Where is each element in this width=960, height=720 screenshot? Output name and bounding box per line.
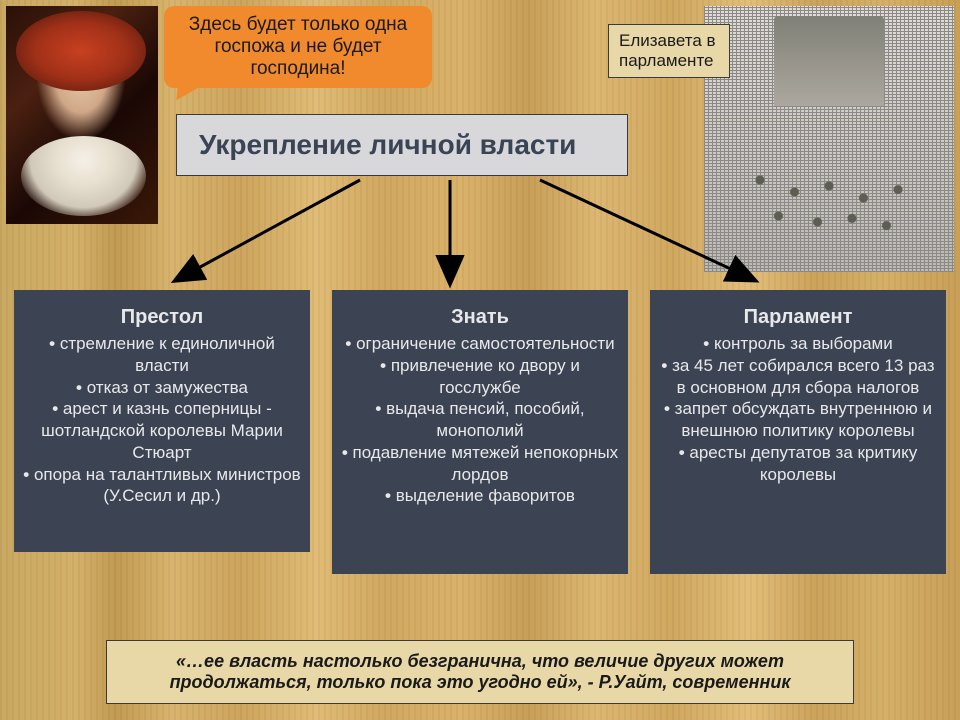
info-box-list: контроль за выборамиза 45 лет собирался … xyxy=(656,333,940,485)
info-list-item: опора на талантливых министров (У.Сесил … xyxy=(20,464,304,508)
info-list-item: стремление к единоличной власти xyxy=(20,333,304,377)
info-box-list: ограничение самостоятельностипривлечение… xyxy=(338,333,622,507)
branching-arrows xyxy=(130,176,830,292)
engraving-caption-text: Елизавета в парламенте xyxy=(619,31,716,70)
info-list-item: за 45 лет собирался всего 13 раз в основ… xyxy=(656,355,940,399)
info-list-item: выделение фаворитов xyxy=(338,485,622,507)
info-list-item: привлечение ко двору и госслужбе xyxy=(338,355,622,399)
info-box-nobility: Знать ограничение самостоятельностипривле… xyxy=(332,290,628,574)
portrait-ruff-detail xyxy=(21,136,146,216)
main-title-box: Укрепление личной власти xyxy=(176,114,628,176)
engraving-caption: Елизавета в парламенте xyxy=(608,24,730,78)
info-list-item: выдача пенсий, пособий, монополий xyxy=(338,398,622,442)
info-box-list: стремление к единоличной властиотказ от … xyxy=(20,333,304,507)
info-list-item: арест и казнь соперницы - шотландской ко… xyxy=(20,398,304,463)
main-title-text: Укрепление личной власти xyxy=(199,129,576,160)
info-list-item: отказ от замужества xyxy=(20,377,304,399)
info-list-item: аресты депутатов за критику королевы xyxy=(656,442,940,486)
info-list-item: ограничение самостоятельности xyxy=(338,333,622,355)
info-list-item: запрет обсуждать внутреннюю и внешнюю по… xyxy=(656,398,940,442)
info-list-item: контроль за выборами xyxy=(656,333,940,355)
quote-attribution: Р.Уайт, современник xyxy=(599,672,791,692)
info-box-title: Знать xyxy=(338,306,622,329)
info-box-parliament: Парламент контроль за выборамиза 45 лет с… xyxy=(650,290,946,574)
speech-bubble: Здесь будет только одна госпожа и не буд… xyxy=(164,6,432,88)
quote-box: «…ее власть настолько безгранична, что в… xyxy=(106,640,854,704)
info-list-item: подавление мятежей непокорных лордов xyxy=(338,442,622,486)
info-box-throne: Престол стремление к единоличной властиот… xyxy=(14,290,310,552)
info-box-title: Парламент xyxy=(656,306,940,329)
speech-bubble-text: Здесь будет только одна госпожа и не буд… xyxy=(189,14,407,79)
info-box-title: Престол xyxy=(20,306,304,329)
